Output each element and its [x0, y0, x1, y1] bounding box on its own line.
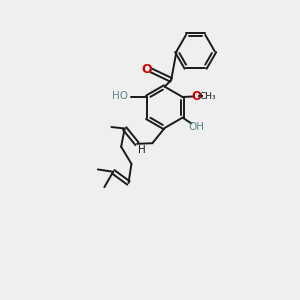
Text: CH₃: CH₃	[200, 92, 217, 101]
Text: HO: HO	[112, 92, 128, 101]
Text: OH: OH	[188, 122, 204, 132]
Text: H: H	[139, 145, 146, 155]
Text: O: O	[191, 90, 201, 103]
Text: O: O	[142, 63, 152, 76]
